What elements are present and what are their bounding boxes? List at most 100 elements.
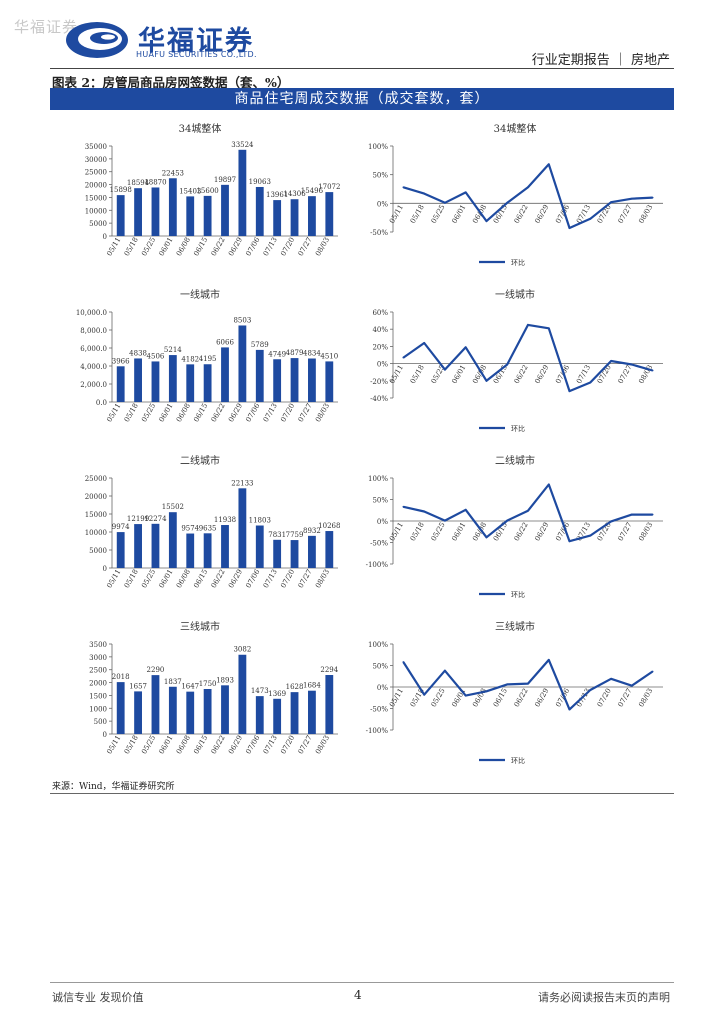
bar	[308, 535, 316, 568]
x-tick-label: 06/29	[533, 687, 550, 708]
chart-tier1-mom: 一线城市-40%-20%0%20%40%60%05/11 05/18 05/25 06…	[370, 288, 663, 433]
data-label: 22453	[162, 169, 184, 177]
data-label: 1750	[199, 680, 217, 688]
y-tick-label: 5000	[89, 220, 107, 228]
chart-title: 二线城市	[180, 454, 220, 467]
data-label: 4510	[320, 352, 338, 360]
data-point	[547, 327, 550, 330]
bar	[221, 525, 229, 568]
y-tick-label: 50%	[372, 663, 388, 671]
data-point	[485, 220, 488, 223]
data-label: 9574	[181, 525, 199, 533]
chart-title: 三线城市	[180, 620, 220, 633]
logo-text: 华福证券	[138, 26, 254, 57]
series-line	[402, 323, 653, 393]
y-tick-label: 20000	[85, 493, 107, 501]
bar	[308, 358, 316, 402]
y-tick-label: 0%	[377, 518, 388, 526]
x-tick-label: 06/22	[513, 364, 530, 385]
data-point	[651, 196, 654, 199]
x-tick-label: 07/20	[279, 236, 296, 257]
data-label: 4834	[303, 349, 321, 357]
x-tick-label: 07/27	[297, 568, 314, 589]
bar	[186, 691, 195, 734]
y-tick-label: 1500	[89, 692, 107, 700]
x-tick-label: 07/27	[617, 364, 634, 385]
data-point	[444, 201, 446, 204]
chart-title: 三线城市	[495, 620, 535, 633]
x-tick-label: 06/01	[158, 236, 175, 257]
data-point	[610, 201, 612, 204]
x-tick-label: 07/20	[596, 687, 613, 708]
x-tick-label: 08/03	[314, 402, 331, 423]
x-tick-label: 05/25	[140, 734, 157, 755]
bar	[290, 199, 299, 236]
data-label: 4838	[129, 349, 147, 357]
data-label: 9635	[199, 524, 217, 532]
bar	[308, 196, 316, 236]
bar	[168, 512, 177, 568]
data-point	[423, 510, 426, 513]
x-tick-label: 06/29	[533, 521, 550, 542]
x-tick-label: 06/08	[471, 364, 488, 385]
bar	[255, 525, 264, 568]
x-tick-label: 06/08	[175, 568, 192, 589]
bar	[151, 187, 160, 236]
figure-source: 来源：Wind，华福证券研究所	[52, 782, 175, 792]
x-tick-label: 05/18	[409, 203, 426, 224]
data-label: 2290	[147, 666, 165, 674]
data-label: 15496	[301, 187, 324, 195]
x-tick-label: 05/18	[123, 568, 140, 589]
panel-tier1-mom: 一线城市 -40% -20% 0% 20% 40% 60% 05/11 05/18 05/25 06…	[355, 280, 675, 442]
y-tick-label: -50%	[370, 540, 388, 548]
bar	[151, 675, 160, 734]
x-tick-label: 05/11	[105, 402, 122, 423]
data-label: 15600	[196, 187, 218, 195]
data-label: 5214	[164, 346, 182, 354]
data-point	[589, 381, 592, 384]
x-tick-label: 05/18	[123, 236, 140, 257]
data-point	[464, 191, 467, 194]
bar	[221, 685, 229, 734]
x-tick-label: 06/22	[210, 402, 227, 423]
y-tick-label: 20000	[85, 182, 107, 190]
data-point	[547, 659, 550, 661]
data-point	[589, 217, 592, 220]
x-tick-label: 05/18	[409, 521, 426, 542]
header-divider	[50, 68, 674, 69]
data-label: 9974	[112, 523, 130, 531]
footer-divider	[50, 982, 674, 983]
data-label: 1647	[181, 683, 199, 691]
data-point	[485, 379, 488, 382]
bar	[151, 361, 160, 402]
x-tick-label: 05/11	[388, 521, 405, 542]
x-tick-label: 06/01	[450, 521, 467, 542]
y-tick-label: 20%	[372, 343, 388, 351]
bar	[325, 361, 334, 402]
data-point	[402, 661, 405, 663]
y-tick-label: 3000	[89, 654, 107, 662]
data-point	[402, 186, 405, 189]
x-tick-label: 07/06	[244, 236, 261, 258]
logo-subtext: HUAFU SECURITIES CO.,LTD.	[136, 50, 257, 59]
data-point	[527, 186, 529, 189]
x-tick-label: 05/25	[140, 236, 157, 257]
data-point	[568, 390, 571, 393]
y-tick-label: 2500	[89, 667, 107, 675]
panel-tier1-volume: 一线城市 0.0 2,000.0 4,000.0 6,000.0 8,000.0 10,00…	[50, 280, 350, 442]
bar	[134, 188, 142, 236]
data-label: 19063	[249, 178, 271, 186]
y-tick-label: 1000	[89, 705, 107, 713]
data-label: 3082	[233, 646, 251, 654]
data-label: 12274	[144, 515, 167, 523]
x-tick-label: 06/29	[227, 402, 244, 423]
data-point	[610, 360, 612, 362]
data-point	[506, 201, 509, 204]
x-tick-label: 06/01	[450, 364, 467, 385]
y-tick-label: 4,000.0	[80, 363, 107, 371]
legend-label: 环比	[511, 424, 525, 433]
figure-banner: 商品住宅周成交数据（成交套数，套）	[50, 88, 674, 110]
y-tick-label: 30000	[85, 156, 107, 164]
x-tick-label: 05/25	[140, 568, 157, 589]
bar	[151, 523, 160, 568]
